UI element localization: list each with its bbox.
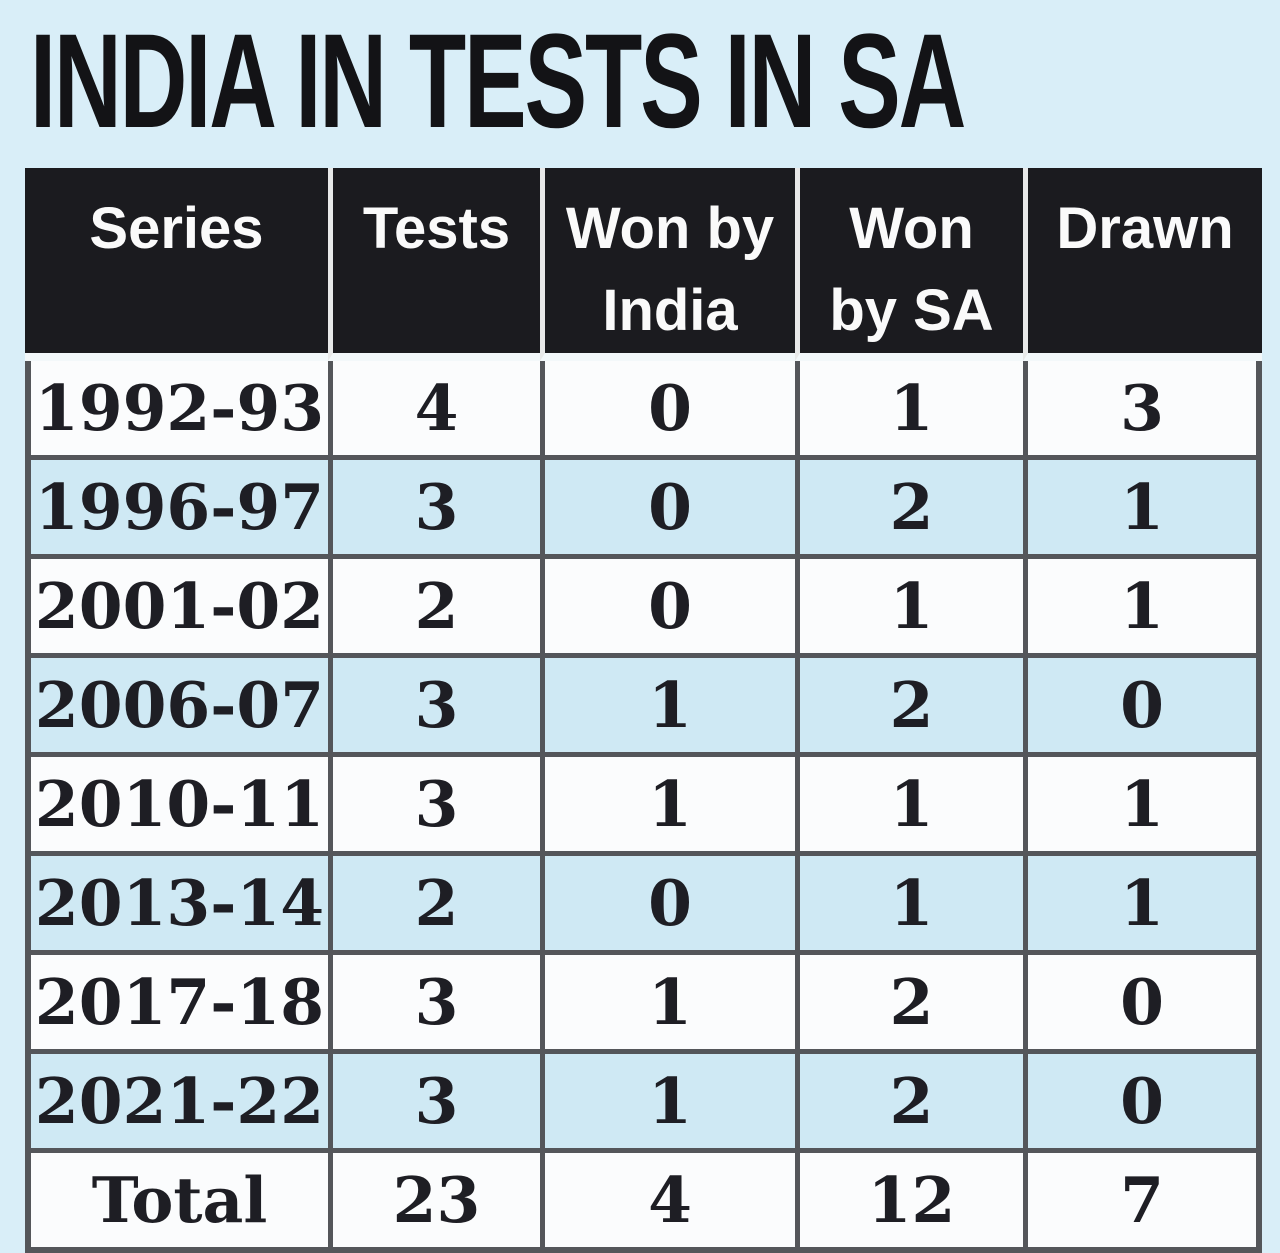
cell-tests: 23: [328, 1148, 540, 1253]
cell-won-by-sa: 2: [795, 950, 1023, 1049]
cell-won-by-sa: 2: [795, 455, 1023, 554]
cell-drawn: 1: [1023, 554, 1262, 653]
page-title-text: INDIA IN TESTS IN SA: [30, 7, 966, 156]
cell-won-by-india: 1: [540, 752, 795, 851]
cell-drawn: 0: [1023, 1049, 1262, 1148]
col-header-tests: Tests: [328, 168, 540, 361]
table-row: 2017-18 3 1 2 0: [25, 950, 1262, 1049]
cell-series: 2013-14: [25, 851, 328, 950]
cell-won-by-sa: 12: [795, 1148, 1023, 1253]
cell-won-by-india: 1: [540, 1049, 795, 1148]
cell-series: Total: [25, 1148, 328, 1253]
cell-won-by-sa: 1: [795, 554, 1023, 653]
cell-won-by-sa: 1: [795, 361, 1023, 455]
header-row: Series Tests Won by India Won by SA Draw…: [25, 168, 1262, 361]
cell-won-by-india: 1: [540, 950, 795, 1049]
cell-won-by-sa: 1: [795, 851, 1023, 950]
table-row: 2013-14 2 0 1 1: [25, 851, 1262, 950]
cell-won-by-india: 0: [540, 455, 795, 554]
cell-tests: 3: [328, 752, 540, 851]
cell-won-by-sa: 2: [795, 653, 1023, 752]
cell-tests: 4: [328, 361, 540, 455]
table-row: 2021-22 3 1 2 0: [25, 1049, 1262, 1148]
col-header-won-by-india: Won by India: [540, 168, 795, 361]
cell-series: 2006-07: [25, 653, 328, 752]
col-header-won-by-sa: Won by SA: [795, 168, 1023, 361]
cell-series: 1996-97: [25, 455, 328, 554]
table-row: 2001-02 2 0 1 1: [25, 554, 1262, 653]
cell-series: 2001-02: [25, 554, 328, 653]
col-header-series: Series: [25, 168, 328, 361]
cell-won-by-sa: 1: [795, 752, 1023, 851]
cell-won-by-sa: 2: [795, 1049, 1023, 1148]
cell-won-by-india: 1: [540, 653, 795, 752]
cell-tests: 3: [328, 653, 540, 752]
cell-drawn: 3: [1023, 361, 1262, 455]
table-row: 1996-97 3 0 2 1: [25, 455, 1262, 554]
cell-drawn: 1: [1023, 455, 1262, 554]
cell-drawn: 1: [1023, 752, 1262, 851]
cell-tests: 3: [328, 950, 540, 1049]
cell-tests: 2: [328, 851, 540, 950]
cell-won-by-india: 4: [540, 1148, 795, 1253]
cell-drawn: 1: [1023, 851, 1262, 950]
cell-tests: 2: [328, 554, 540, 653]
cell-series: 2010-11: [25, 752, 328, 851]
table-row: 2006-07 3 1 2 0: [25, 653, 1262, 752]
cell-won-by-india: 0: [540, 851, 795, 950]
page-title: INDIA IN TESTS IN SA: [30, 7, 1280, 156]
cell-tests: 3: [328, 455, 540, 554]
cell-drawn: 7: [1023, 1148, 1262, 1253]
india-tests-in-sa-table: Series Tests Won by India Won by SA Draw…: [25, 168, 1262, 1253]
cell-won-by-india: 0: [540, 554, 795, 653]
cell-series: 1992-93: [25, 361, 328, 455]
cell-won-by-india: 0: [540, 361, 795, 455]
cell-series: 2021-22: [25, 1049, 328, 1148]
cell-series: 2017-18: [25, 950, 328, 1049]
cell-drawn: 0: [1023, 653, 1262, 752]
table-row-total: Total 23 4 12 7: [25, 1148, 1262, 1253]
table-row: 2010-11 3 1 1 1: [25, 752, 1262, 851]
table-row: 1992-93 4 0 1 3: [25, 361, 1262, 455]
col-header-drawn: Drawn: [1023, 168, 1262, 361]
cell-drawn: 0: [1023, 950, 1262, 1049]
cell-tests: 3: [328, 1049, 540, 1148]
